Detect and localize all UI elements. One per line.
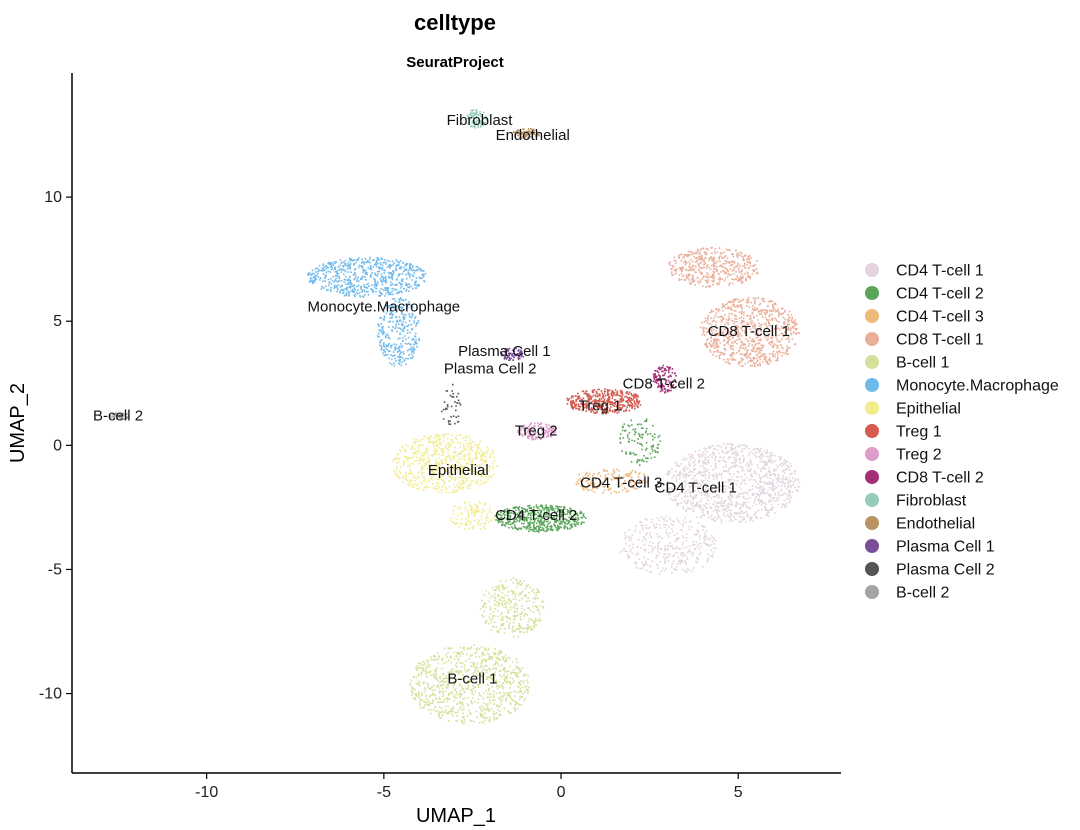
- points-cd8-t-cell-1: [668, 246, 800, 368]
- y-tick-label: 0: [53, 437, 62, 454]
- points-plasma-cell-2: [441, 383, 462, 426]
- points-endothelial-blob-0: [513, 128, 541, 140]
- legend-swatch-epithelial: [865, 401, 879, 415]
- legend-swatch-cd8-t-cell-2: [865, 470, 879, 484]
- legend-swatch-cd8-t-cell-1: [865, 332, 879, 346]
- legend-swatch-treg-2: [865, 447, 879, 461]
- legend-label-treg-2: Treg 2: [896, 447, 942, 464]
- points-treg-1: [566, 388, 642, 415]
- points-b-cell-2-blob-0: [109, 412, 130, 420]
- y-tick-label: 5: [53, 313, 62, 330]
- legend-swatch-b-cell-1: [865, 355, 879, 369]
- legend-label-plasma-cell-2: Plasma Cell 2: [896, 562, 995, 579]
- points-treg-2: [517, 422, 557, 441]
- legend-swatch-plasma-cell-2: [865, 562, 879, 576]
- points-epithelial-blob-1: [449, 500, 499, 531]
- x-tick-label: 0: [557, 784, 566, 801]
- points-cd4-t-cell-2-blob-1: [619, 418, 662, 466]
- legend-label-plasma-cell-1: Plasma Cell 1: [896, 539, 995, 556]
- cluster-label-plasma-cell-1: Plasma Cell 1: [458, 343, 551, 360]
- points-endothelial: [513, 128, 541, 140]
- points-cd8-t-cell-1-blob-0: [699, 296, 800, 368]
- points-monocyte-macrophage: [307, 256, 427, 367]
- points-cd4-t-cell-3-blob-0: [575, 468, 649, 494]
- points-epithelial-blob-0: [392, 433, 498, 494]
- legend-swatch-treg-1: [865, 424, 879, 438]
- x-axis-label: UMAP_1: [416, 805, 496, 827]
- cluster-label-cd4-t-cell-1: CD4 T-cell 1: [655, 480, 737, 497]
- legend-swatch-cd4-t-cell-3: [865, 309, 879, 323]
- y-tick-label: -5: [48, 561, 62, 578]
- points-cd4-t-cell-1-blob-0: [666, 443, 801, 524]
- legend-label-monocyte-macrophage: Monocyte.Macrophage: [896, 378, 1059, 395]
- cluster-label-cd4-t-cell-2: CD4 T-cell 2: [495, 507, 577, 524]
- legend-label-cd4-t-cell-3: CD4 T-cell 3: [896, 309, 984, 326]
- legend-swatch-plasma-cell-1: [865, 539, 879, 553]
- points-cd4-t-cell-3: [575, 468, 649, 494]
- legend-label-cd8-t-cell-1: CD8 T-cell 1: [896, 332, 984, 349]
- cluster-label-treg-1: Treg 1: [579, 398, 622, 415]
- points-plasma-cell-2-blob-0: [441, 383, 462, 426]
- points-monocyte-macrophage-blob-1: [377, 297, 420, 367]
- cluster-label-fibroblast: Fibroblast: [447, 112, 514, 129]
- legend-label-b-cell-1: B-cell 1: [896, 355, 949, 372]
- points-treg-1-blob-0: [566, 388, 642, 415]
- points-cd8-t-cell-2: [652, 364, 677, 394]
- cluster-label-endothelial: Endothelial: [496, 127, 570, 144]
- cluster-label-b-cell-1: B-cell 1: [447, 671, 497, 688]
- x-tick-label: -5: [377, 784, 391, 801]
- chart-title: celltype: [414, 10, 496, 35]
- y-tick-label: -10: [39, 686, 62, 703]
- cluster-label-cd8-t-cell-2: CD8 T-cell 2: [623, 375, 705, 392]
- points-plasma-cell-1-blob-0: [499, 347, 525, 361]
- points-fibroblast: [466, 109, 488, 129]
- chart-subtitle: SeuratProject: [406, 54, 504, 71]
- cluster-label-b-cell-2: B-cell 2: [93, 408, 143, 425]
- legend-label-endothelial: Endothelial: [896, 516, 975, 533]
- legend-label-cd4-t-cell-2: CD4 T-cell 2: [896, 286, 984, 303]
- points-fibroblast-blob-0: [466, 109, 488, 129]
- y-axis-label: UMAP_2: [7, 383, 29, 463]
- legend-label-treg-1: Treg 1: [896, 424, 942, 441]
- x-tick-label: -10: [195, 784, 218, 801]
- points-cd4-t-cell-2: [494, 418, 662, 533]
- legend-label-fibroblast: Fibroblast: [896, 493, 967, 510]
- cluster-label-cd8-t-cell-1: CD8 T-cell 1: [708, 323, 790, 340]
- points-cd8-t-cell-2-blob-0: [652, 364, 677, 394]
- cluster-label-epithelial: Epithelial: [428, 462, 489, 479]
- cluster-label-monocyte-macrophage: Monocyte.Macrophage: [308, 298, 461, 315]
- points-epithelial: [392, 433, 499, 531]
- legend-swatch-cd4-t-cell-2: [865, 286, 879, 300]
- legend-label-b-cell-2: B-cell 2: [896, 585, 949, 602]
- legend: CD4 T-cell 1 CD4 T-cell 2 CD4 T-cell 3 CD8 …: [865, 263, 1059, 602]
- points-monocyte-macrophage-blob-0: [307, 256, 427, 298]
- y-axis-ticks: -10 -5 0 5 10: [39, 189, 72, 703]
- points-treg-2-blob-0: [517, 422, 557, 441]
- points-b-cell-1-blob-1: [479, 577, 545, 638]
- x-axis-ticks: -10 -5 0 5: [195, 773, 743, 801]
- points-cd4-t-cell-2-blob-0: [494, 504, 587, 533]
- x-tick-label: 5: [734, 784, 743, 801]
- points-plasma-cell-1: [499, 347, 525, 361]
- legend-swatch-cd4-t-cell-1: [865, 263, 879, 277]
- points-cd4-t-cell-1-blob-1: [619, 515, 717, 575]
- legend-label-cd8-t-cell-2: CD8 T-cell 2: [896, 470, 984, 487]
- points-cd4-t-cell-1: [619, 443, 801, 575]
- y-tick-label: 10: [44, 189, 62, 206]
- scatter-points: [109, 109, 801, 725]
- cluster-label-treg-2: Treg 2: [515, 422, 558, 439]
- legend-label-cd4-t-cell-1: CD4 T-cell 1: [896, 263, 984, 280]
- points-b-cell-1: [409, 577, 545, 725]
- cluster-label-plasma-cell-2: Plasma Cell 2: [444, 360, 537, 377]
- cluster-label-cd4-t-cell-3: CD4 T-cell 3: [580, 475, 662, 492]
- legend-swatch-fibroblast: [865, 493, 879, 507]
- legend-swatch-monocyte-macrophage: [865, 378, 879, 392]
- points-cd8-t-cell-1-blob-1: [668, 246, 759, 288]
- points-b-cell-2: [109, 412, 130, 420]
- legend-swatch-b-cell-2: [865, 585, 879, 599]
- legend-swatch-endothelial: [865, 516, 879, 530]
- legend-label-epithelial: Epithelial: [896, 401, 961, 418]
